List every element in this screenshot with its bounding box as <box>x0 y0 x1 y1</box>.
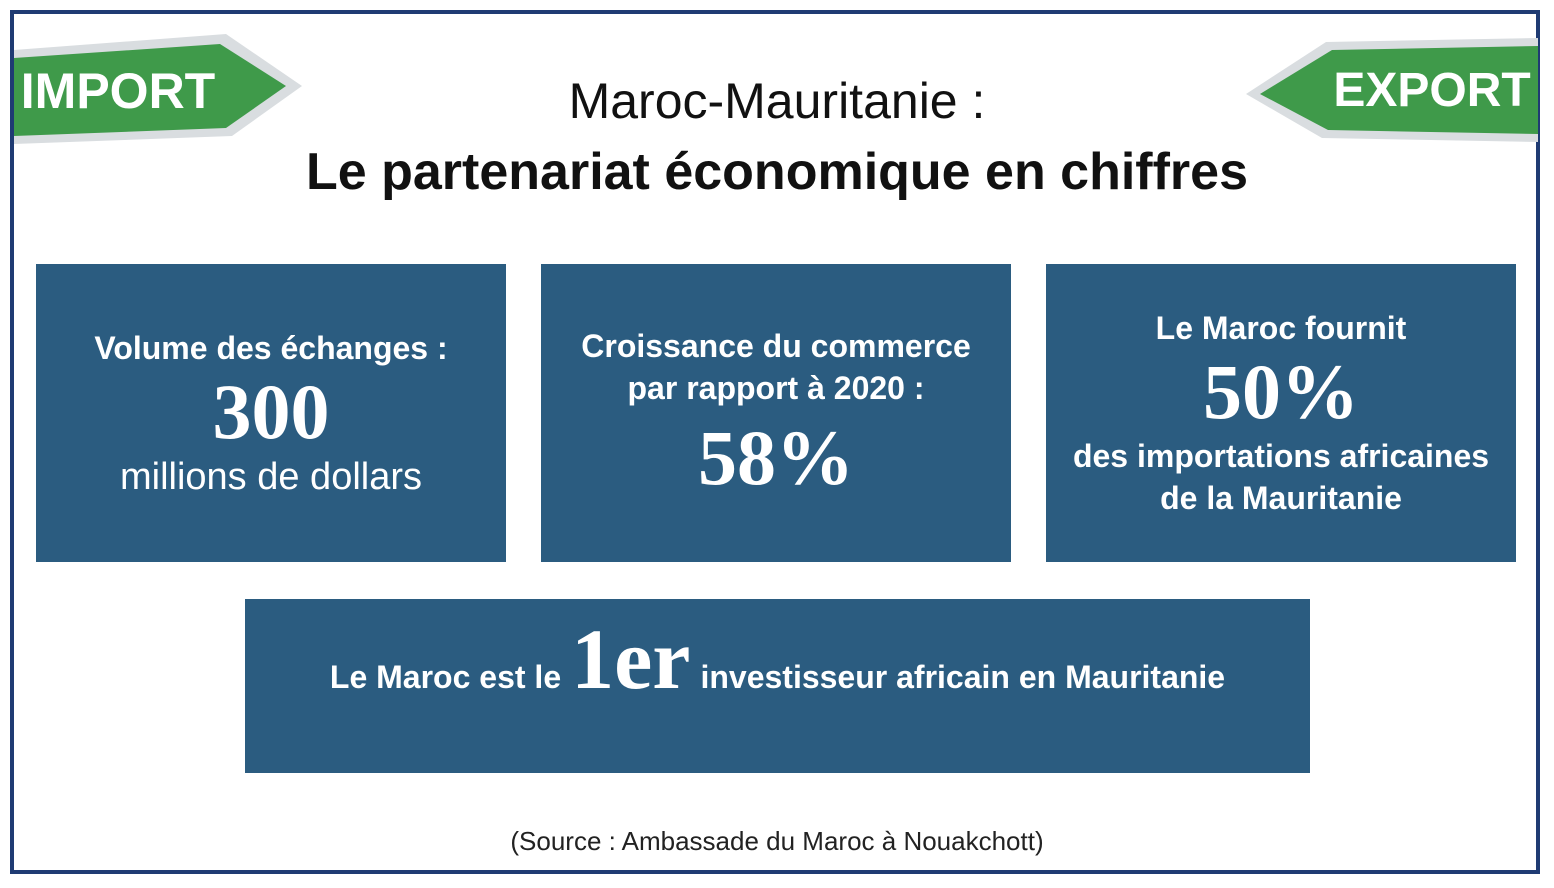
volume-unit: millions de dollars <box>119 456 422 498</box>
growth-label-line-1: Croissance du commerce <box>581 328 971 364</box>
investor-rank: 1er <box>571 611 691 707</box>
supply-card: Le Maroc fournit 50% des importations af… <box>1046 264 1516 562</box>
title-line-1: Maroc-Mauritanie : <box>568 73 986 129</box>
import-label: IMPORT <box>21 63 215 119</box>
import-arrow-icon: IMPORT <box>14 34 302 144</box>
growth-label-line-2: par rapport à 2020 : <box>627 370 925 406</box>
supply-desc-line-2: de la Mauritanie <box>1160 480 1402 516</box>
growth-card: Croissance du commerce par rapport à 202… <box>541 264 1011 562</box>
volume-value: 300 <box>212 368 330 455</box>
source-note: (Source : Ambassade du Maroc à Nouakchot… <box>510 826 1044 856</box>
title-line-2: Le partenariat économique en chiffres <box>305 143 1249 201</box>
export-label: EXPORT <box>1333 64 1530 117</box>
volume-label: Volume des échanges : <box>94 330 448 366</box>
investor-text-after: investisseur africain en Mauritanie <box>700 659 1226 695</box>
export-sign: EXPORT <box>1246 38 1540 142</box>
growth-value: 58% <box>698 414 854 501</box>
volume-card: Volume des échanges : 300 millions de do… <box>36 264 506 562</box>
supply-desc-line-1: des importations africaines <box>1072 438 1490 474</box>
investor-card: Le Maroc est le 1er investisseur africai… <box>245 599 1310 773</box>
export-arrow-icon: EXPORT <box>1246 38 1538 142</box>
investor-text-before: Le Maroc est le <box>329 659 562 695</box>
supply-label: Le Maroc fournit <box>1155 310 1407 346</box>
supply-value: 50% <box>1203 348 1359 435</box>
import-sign: IMPORT <box>14 28 304 146</box>
